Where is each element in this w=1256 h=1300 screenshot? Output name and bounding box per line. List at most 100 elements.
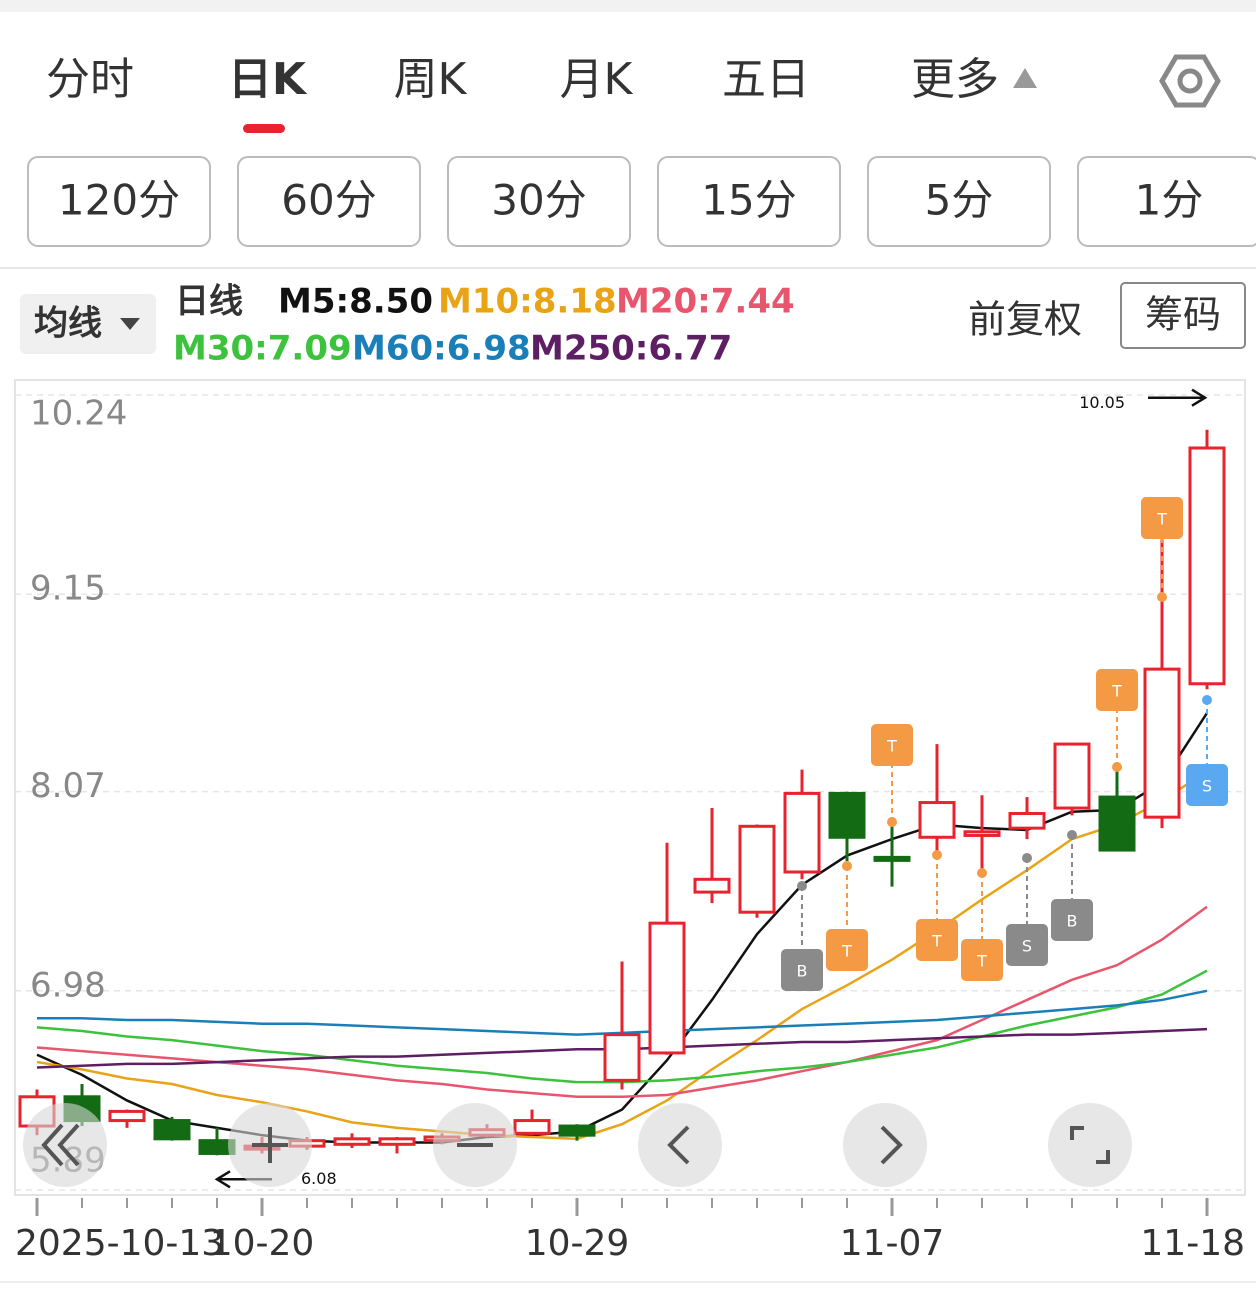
candle-body	[333, 1137, 371, 1146]
x-tick-label: 10-29	[525, 1223, 630, 1264]
signal-dot	[1157, 592, 1167, 602]
signal-badge	[1051, 899, 1093, 941]
candle-body	[828, 791, 866, 839]
candle-body	[603, 1033, 641, 1082]
period-label[interactable]: 120分	[58, 176, 180, 225]
x-tick-label: 10-20	[210, 1223, 315, 1264]
tab-indicator	[243, 124, 285, 133]
signal-label: T	[1111, 682, 1122, 701]
period-button[interactable]	[1077, 156, 1256, 247]
high-arrow	[1148, 388, 1208, 407]
signal-dot	[887, 817, 897, 827]
signal-label: T	[886, 737, 897, 756]
status-strip	[0, 0, 1256, 12]
candle-body	[378, 1137, 416, 1146]
signal-label: T	[931, 932, 942, 951]
legend-entry: M60:6.98	[352, 329, 531, 369]
period-label[interactable]: 5分	[925, 176, 994, 225]
period-button[interactable]	[657, 156, 841, 247]
legend-entry: M20:7.44	[616, 282, 795, 322]
period-button[interactable]	[237, 156, 421, 247]
candle-body	[1098, 795, 1136, 852]
signal-label: S	[1202, 777, 1212, 796]
signal-badge	[961, 939, 1003, 981]
signal-dot	[932, 850, 942, 860]
nav-button[interactable]	[843, 1103, 927, 1187]
legend-entry: M5:8.50	[278, 282, 433, 322]
tab[interactable]: 分时	[46, 54, 134, 105]
signal-dot	[797, 881, 807, 891]
ma-menu-label[interactable]: 均线	[34, 304, 102, 344]
period-button[interactable]	[27, 156, 211, 247]
legend-entry: M30:7.09	[173, 329, 352, 369]
signal-badge	[781, 949, 823, 991]
legend-entry: M10:8.18	[438, 282, 617, 322]
ma-menu-arrow	[120, 318, 140, 330]
signal-label: T	[976, 952, 987, 971]
tab[interactable]: 月K	[560, 54, 634, 105]
nav-icon	[252, 1127, 288, 1163]
signal-label: B	[797, 962, 808, 981]
signal-badge	[1096, 669, 1138, 711]
signal-badge	[916, 919, 958, 961]
period-button[interactable]	[447, 156, 631, 247]
candle-body	[1008, 812, 1046, 830]
x-tick-label: 11-18	[1140, 1223, 1245, 1264]
y-tick-label: 10.24	[30, 394, 127, 434]
candle-body	[693, 877, 731, 894]
adjust-label[interactable]: 前复权	[968, 298, 1082, 342]
legend-entry: M250:6.77	[530, 329, 732, 369]
ma-line	[36, 770, 1208, 1141]
signal-badge	[1186, 764, 1228, 806]
candle-body	[153, 1119, 191, 1141]
signal-dot	[1202, 695, 1212, 705]
candle-body	[513, 1119, 551, 1135]
candle-body	[783, 791, 821, 874]
nav-button[interactable]	[23, 1103, 107, 1187]
period-button[interactable]	[867, 156, 1051, 247]
x-tick-label: 2025-10-13	[15, 1223, 224, 1264]
legend-title: 日线	[175, 282, 243, 322]
candle-body	[873, 855, 911, 862]
tab[interactable]: 日K	[228, 54, 308, 105]
x-tick-label: 11-07	[840, 1223, 945, 1264]
signal-dot	[1022, 853, 1032, 863]
signal-dot	[977, 868, 987, 878]
chips-label[interactable]: 筹码	[1145, 293, 1221, 337]
y-tick-label: 8.07	[30, 766, 106, 806]
signal-badge	[871, 724, 913, 766]
tab[interactable]: 更多	[911, 54, 999, 105]
tab[interactable]: 周K	[394, 54, 468, 105]
period-label[interactable]: 15分	[701, 176, 796, 225]
nav-icon	[880, 1125, 903, 1165]
high-label: 10.05	[1079, 393, 1125, 412]
nav-button[interactable]	[638, 1103, 722, 1187]
tab[interactable]: 五日	[722, 54, 810, 105]
chart-frame	[14, 379, 1246, 1196]
nav-icon	[41, 1123, 80, 1167]
candle-body	[558, 1124, 596, 1137]
signal-dot	[1067, 830, 1077, 840]
candle-body	[1143, 667, 1181, 819]
period-label[interactable]: 30分	[491, 176, 586, 225]
candle-body	[1053, 742, 1091, 810]
signal-badge	[1141, 497, 1183, 539]
signal-label: S	[1022, 937, 1032, 956]
period-label[interactable]: 60分	[281, 176, 376, 225]
ma-menu[interactable]	[20, 294, 156, 354]
signal-label: T	[1156, 510, 1167, 529]
nav-icon	[667, 1125, 690, 1165]
ma-line	[36, 905, 1208, 1099]
low-label: 6.08	[301, 1169, 337, 1188]
period-label[interactable]: 1分	[1135, 176, 1204, 225]
signal-badge	[826, 929, 868, 971]
signal-dot	[1112, 762, 1122, 772]
candle-body	[108, 1109, 146, 1123]
nav-button[interactable]	[1048, 1103, 1132, 1187]
settings-icon[interactable]	[1159, 54, 1221, 108]
chips-button[interactable]	[1120, 282, 1246, 349]
candle-body	[1188, 446, 1226, 686]
candle-body	[963, 830, 1001, 837]
